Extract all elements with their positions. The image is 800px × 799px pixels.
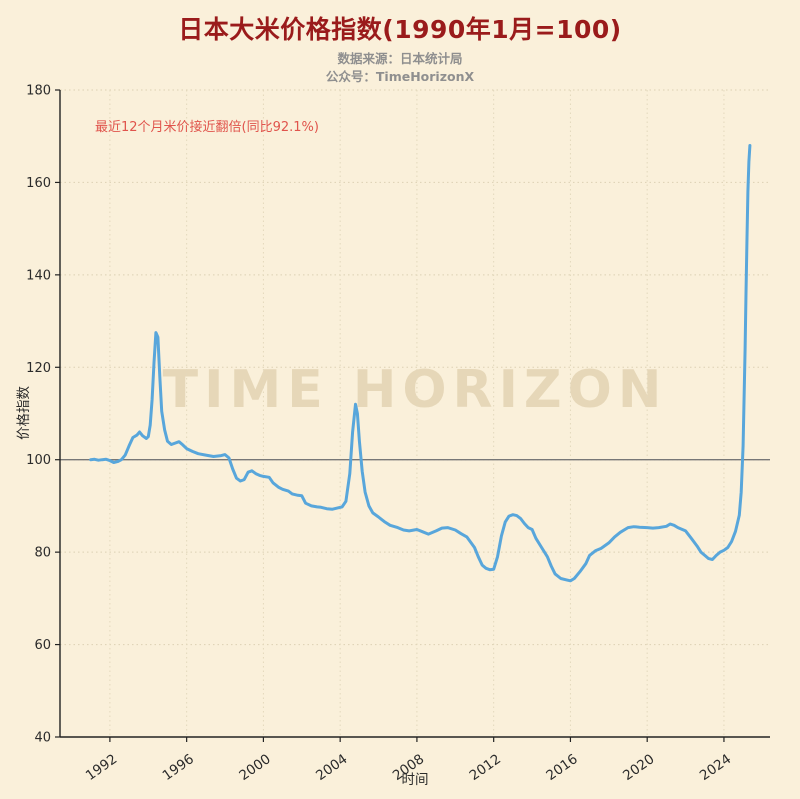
chart-subtitle: 数据来源：日本统计局 公众号：TimeHorizonX xyxy=(0,50,800,85)
chart-title: 日本大米价格指数(1990年1月=100) xyxy=(178,15,622,44)
y-tick-label: 160 xyxy=(26,176,51,191)
x-tick-label: 2016 xyxy=(543,751,580,784)
x-tick-label: 2000 xyxy=(236,751,273,784)
x-tick-label: 1996 xyxy=(160,751,197,784)
watermark-text: TIME HORIZON xyxy=(162,360,668,420)
y-tick-label: 180 xyxy=(26,84,51,99)
x-tick-label: 2012 xyxy=(467,751,504,784)
x-tick-label: 2020 xyxy=(620,751,657,784)
y-tick-label: 140 xyxy=(26,268,51,283)
x-tick-label: 1992 xyxy=(83,751,120,784)
y-axis-label: 价格指数 xyxy=(16,386,32,440)
y-tick-label: 100 xyxy=(26,453,51,468)
y-tick-label: 40 xyxy=(34,731,51,746)
account-line: 公众号：TimeHorizonX xyxy=(325,68,475,84)
y-tick-label: 120 xyxy=(26,361,51,376)
x-tick-label: 2004 xyxy=(313,751,350,784)
price-line xyxy=(89,144,752,583)
y-tick-label: 80 xyxy=(34,546,51,561)
x-axis-label: 时间 xyxy=(401,772,429,788)
y-tick-label: 60 xyxy=(34,638,51,653)
annotation-yoy-callout: 最近12个月米价接近翻倍(同比92.1%) xyxy=(95,120,319,135)
x-tick-label: 2024 xyxy=(697,751,734,784)
data-source-line: 数据来源：日本统计局 xyxy=(337,51,463,66)
